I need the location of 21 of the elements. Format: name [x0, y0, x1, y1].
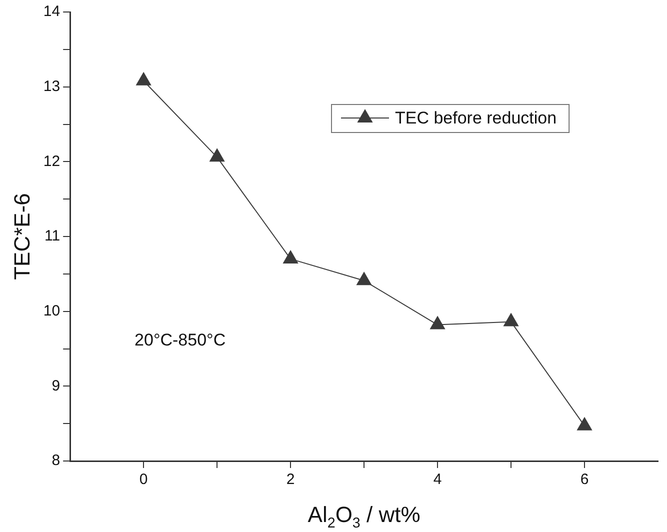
point [503, 312, 519, 326]
y-tick-label: 10 [43, 302, 60, 320]
point [430, 316, 446, 330]
annotation: 20°C-850°C [134, 330, 226, 350]
y-tick-label: 14 [43, 3, 60, 20]
y-tick-label: 11 [44, 228, 60, 245]
y-tick-label: 13 [43, 78, 60, 95]
point [282, 250, 298, 264]
x-tick-label: 4 [433, 471, 442, 488]
point [209, 148, 225, 162]
x-tick-label: 0 [139, 471, 148, 488]
point [576, 416, 592, 430]
y-tick-label: 8 [52, 452, 60, 470]
point [356, 272, 372, 286]
y-axis-title: TEC*E-6 [9, 193, 34, 280]
y-tick-label: 9 [52, 377, 60, 394]
legend-label: TEC before reduction [395, 108, 557, 128]
y-tick-label: 12 [43, 152, 60, 170]
x-tick-label: 6 [580, 471, 589, 488]
x-tick-label: 2 [286, 471, 295, 488]
point [136, 72, 152, 86]
